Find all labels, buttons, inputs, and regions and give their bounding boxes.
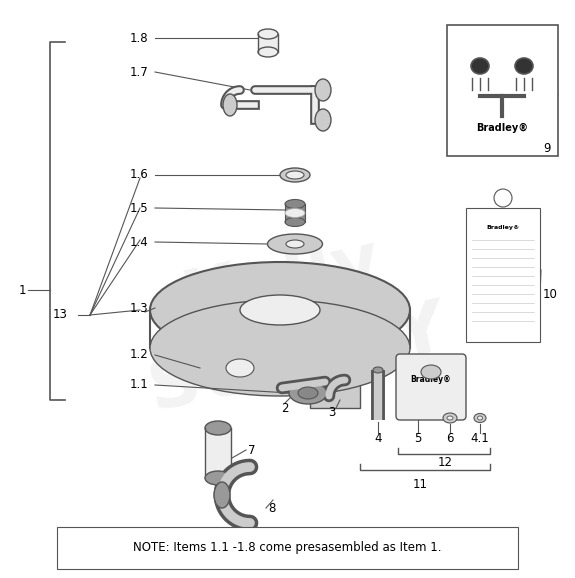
Ellipse shape	[289, 382, 327, 404]
Text: 6: 6	[446, 432, 454, 444]
Ellipse shape	[205, 421, 231, 435]
Ellipse shape	[515, 58, 533, 74]
Text: 1.2: 1.2	[130, 349, 149, 361]
Ellipse shape	[315, 109, 331, 131]
Ellipse shape	[286, 240, 304, 248]
Ellipse shape	[150, 262, 410, 358]
Ellipse shape	[286, 171, 304, 179]
Ellipse shape	[240, 295, 320, 325]
Ellipse shape	[280, 168, 310, 182]
Text: 1.8: 1.8	[130, 31, 148, 45]
Text: 9: 9	[543, 142, 550, 154]
Ellipse shape	[421, 365, 441, 379]
Text: 1.7: 1.7	[130, 65, 149, 79]
FancyBboxPatch shape	[396, 354, 466, 420]
Ellipse shape	[447, 416, 453, 420]
Text: 1.6: 1.6	[130, 169, 149, 181]
Ellipse shape	[477, 416, 482, 420]
Text: NOTE: Items 1.1 -1.8 come presasembled as Item 1.: NOTE: Items 1.1 -1.8 come presasembled a…	[133, 542, 442, 554]
Ellipse shape	[205, 471, 231, 485]
Ellipse shape	[226, 359, 254, 377]
Ellipse shape	[471, 58, 489, 74]
Ellipse shape	[298, 387, 318, 399]
Text: 1.3: 1.3	[130, 302, 148, 314]
Text: 5: 5	[415, 432, 421, 444]
Ellipse shape	[258, 47, 278, 57]
Ellipse shape	[223, 94, 237, 116]
Circle shape	[494, 189, 512, 207]
Text: 1.1: 1.1	[130, 379, 149, 391]
FancyBboxPatch shape	[466, 208, 540, 342]
Ellipse shape	[214, 482, 230, 508]
Text: 4: 4	[374, 432, 382, 444]
Text: 10: 10	[543, 288, 558, 302]
FancyBboxPatch shape	[57, 527, 518, 569]
Text: 8: 8	[268, 502, 275, 514]
Text: Bradley®: Bradley®	[486, 225, 520, 231]
Text: 1.4: 1.4	[130, 235, 149, 249]
Text: 12: 12	[438, 455, 453, 469]
Ellipse shape	[315, 79, 331, 101]
Ellipse shape	[285, 209, 305, 217]
Text: Bradley®: Bradley®	[411, 376, 451, 384]
Text: 11: 11	[412, 479, 427, 491]
Ellipse shape	[285, 199, 305, 209]
Ellipse shape	[285, 217, 305, 227]
Text: 1: 1	[18, 283, 26, 297]
Text: 2: 2	[281, 402, 289, 414]
Bar	[205, 428, 231, 478]
Polygon shape	[310, 376, 360, 408]
Ellipse shape	[150, 300, 410, 396]
Text: Kelly
SUPPLY: Kelly SUPPLY	[126, 216, 454, 424]
Ellipse shape	[267, 234, 323, 254]
FancyBboxPatch shape	[447, 25, 558, 156]
Text: 4.1: 4.1	[470, 432, 489, 444]
Polygon shape	[180, 358, 360, 376]
Text: 3: 3	[328, 406, 336, 418]
Text: 1.5: 1.5	[130, 202, 148, 214]
Text: 7: 7	[248, 443, 255, 457]
Bar	[258, 34, 278, 52]
Ellipse shape	[258, 29, 278, 39]
Text: Bradley®: Bradley®	[476, 123, 528, 133]
Text: 13: 13	[53, 309, 68, 321]
Bar	[285, 204, 305, 222]
Ellipse shape	[474, 413, 486, 423]
Ellipse shape	[373, 367, 383, 373]
Ellipse shape	[443, 413, 457, 423]
